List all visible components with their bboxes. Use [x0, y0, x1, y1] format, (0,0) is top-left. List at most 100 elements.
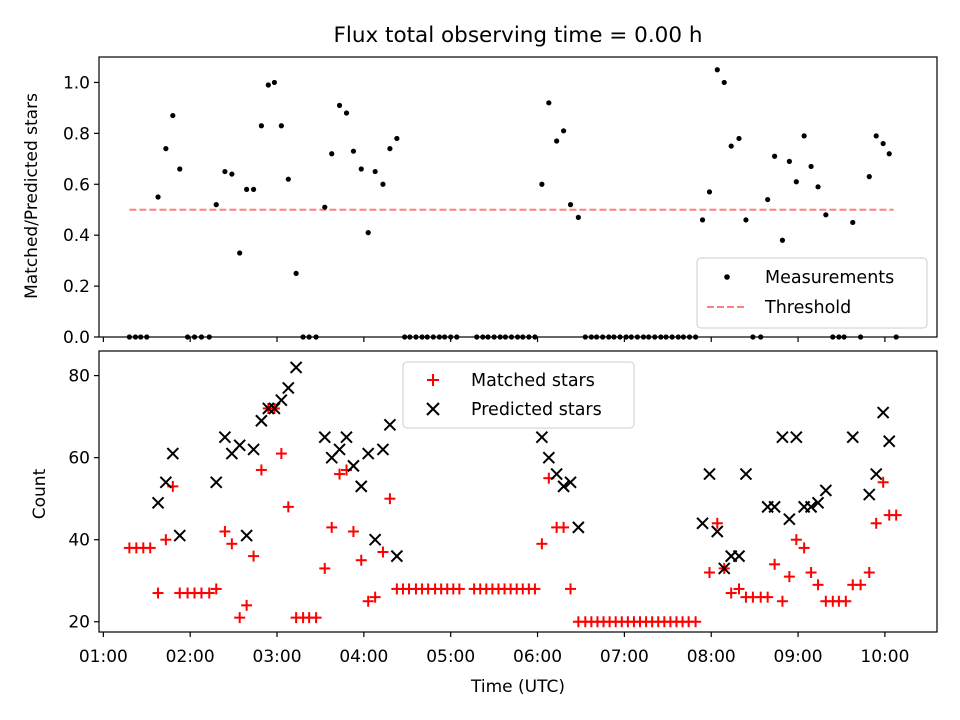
matched-star-point	[160, 534, 172, 546]
predicted-star-point	[732, 549, 746, 563]
measurement-point	[714, 67, 720, 73]
figure-title: Flux total observing time = 0.00 h	[334, 23, 703, 48]
measurement-point	[372, 168, 378, 175]
top-ytick-label: 0.2	[63, 277, 90, 297]
matched-star-point	[282, 501, 294, 513]
matched-star-point	[565, 583, 577, 595]
predicted-star-point	[876, 406, 890, 419]
predicted-star-point	[550, 467, 563, 481]
measurement-point	[229, 171, 235, 177]
measurement-point	[886, 151, 892, 157]
predicted-star-point	[361, 447, 375, 460]
predicted-star-point	[368, 533, 382, 546]
matched-star-point	[310, 612, 322, 624]
top-ytick-label: 0.6	[63, 175, 90, 195]
predicted-star-point	[247, 443, 260, 456]
bottom-axes-frame	[98, 350, 938, 633]
predicted-star-point	[739, 467, 753, 481]
measurement-point	[329, 151, 335, 157]
measurement-point	[779, 237, 786, 243]
predicted-star-point	[390, 549, 404, 563]
predicted-star-point	[275, 394, 288, 407]
measurement-point	[721, 79, 727, 86]
measurement-point	[222, 168, 228, 175]
bottom-xtick-label: 04:00	[339, 647, 388, 667]
bottom-legend: Matched stars Predicted stars	[402, 361, 635, 429]
matched-star-point	[347, 525, 359, 537]
measurement-point	[237, 250, 243, 256]
measurement-point	[873, 133, 879, 139]
measurement-point	[801, 133, 807, 139]
predicted-star-point	[347, 459, 360, 473]
measurement-point	[786, 158, 792, 164]
predicted-star-point	[333, 443, 346, 456]
predicted-star-point	[535, 430, 549, 444]
matched-star-point	[769, 558, 781, 570]
matched-star-point	[226, 538, 238, 550]
measurement-point	[170, 112, 176, 119]
matched-star-point	[234, 612, 246, 624]
bottom-xtick-label: 09:00	[774, 647, 823, 667]
bottom-panel: 20 40 60 80 01:00 02:00 03:00 04:00 05:00 06:00 07…	[30, 350, 938, 697]
measurement-point	[271, 79, 278, 86]
predicted-star-point	[318, 430, 331, 444]
matched-star-point	[362, 595, 374, 607]
predicted-star-point	[151, 496, 165, 509]
predicted-star-point	[564, 476, 577, 489]
predicted-star-point	[804, 500, 818, 514]
matched-star-point	[762, 591, 774, 603]
bottom-xtick-label: 06:00	[513, 647, 562, 667]
measurement-point	[880, 140, 886, 147]
predicted-star-point	[557, 480, 570, 493]
matched-star-point	[326, 521, 338, 533]
measurement-point	[793, 179, 799, 185]
predicted-star-point	[173, 529, 186, 542]
matched-star-point	[319, 562, 331, 574]
matched-star-point	[241, 599, 253, 611]
predicted-star-point	[340, 430, 353, 444]
top-ytick-label: 0.0	[63, 328, 90, 348]
measurement-point	[265, 82, 271, 88]
matched-star-point	[703, 567, 715, 579]
measurement-point	[285, 176, 291, 182]
measurement-point	[380, 181, 386, 187]
matched-star-point	[711, 517, 723, 529]
matched-star-point	[275, 448, 287, 460]
predicted-star-point	[696, 517, 709, 530]
matched-star-point	[210, 583, 222, 595]
predicted-star-point	[718, 562, 731, 575]
matched-star-point	[255, 464, 267, 476]
measurement-point	[258, 123, 264, 129]
top-ytick-label: 0.4	[63, 226, 90, 246]
predicted-star-point	[883, 435, 896, 448]
measurement-point	[358, 166, 364, 172]
matched-star-point	[219, 525, 231, 537]
predicted-star-point	[572, 521, 585, 534]
legend-matched-label: Matched stars	[471, 371, 595, 391]
top-axes: 0.0 0.2 0.4 0.6 0.8 1.0	[63, 56, 938, 348]
legend-predicted-label: Predicted stars	[471, 400, 602, 420]
top-ytick-label: 1.0	[63, 73, 90, 93]
matched-star-point	[855, 579, 867, 591]
measurement-point	[293, 270, 299, 276]
measurement-point	[336, 102, 343, 108]
legend-predicted-marker	[426, 402, 440, 416]
bottom-marks	[123, 361, 902, 628]
bottom-xtick-label: 10:00	[860, 647, 909, 667]
predicted-star-point	[776, 430, 789, 444]
matched-star-point	[377, 546, 389, 558]
bottom-xtick-label: 08:00	[687, 647, 736, 667]
predicted-star-point	[355, 480, 368, 493]
matched-star-point	[203, 587, 215, 599]
bottom-xtick-label: 01:00	[79, 647, 128, 667]
measurement-point	[575, 214, 581, 220]
measurement-point	[823, 212, 829, 218]
measurement-point	[815, 184, 821, 190]
predicted-star-point	[811, 496, 825, 509]
predicted-star-point	[711, 525, 724, 538]
matched-star-point	[733, 583, 745, 595]
measurement-point	[163, 146, 169, 152]
top-axes-frame	[98, 56, 938, 338]
bottom-ytick-label: 80	[68, 367, 90, 387]
